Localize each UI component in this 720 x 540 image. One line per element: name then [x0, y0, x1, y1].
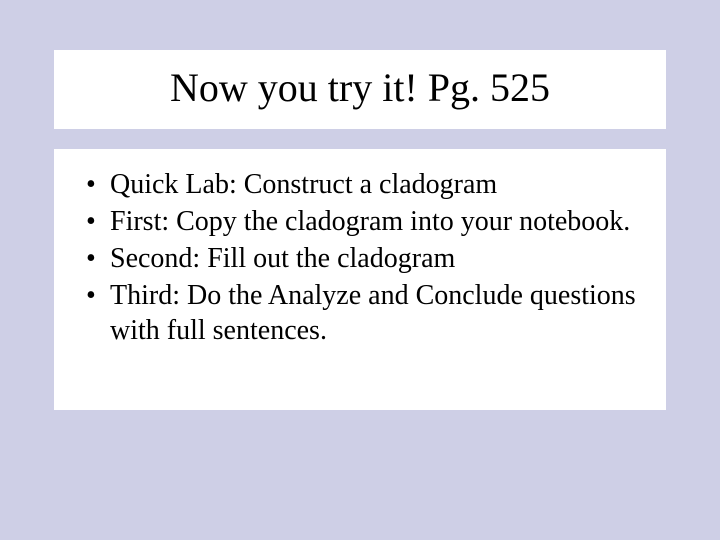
- bullet-item: Second: Fill out the cladogram: [84, 241, 636, 276]
- bullet-item: Third: Do the Analyze and Conclude quest…: [84, 278, 636, 348]
- bullet-list: Quick Lab: Construct a cladogram First: …: [84, 167, 636, 348]
- bullet-item: Quick Lab: Construct a cladogram: [84, 167, 636, 202]
- slide-title: Now you try it! Pg. 525: [64, 64, 656, 111]
- slide-area: Now you try it! Pg. 525 Quick Lab: Const…: [54, 50, 666, 410]
- bullet-item: First: Copy the cladogram into your note…: [84, 204, 636, 239]
- content-box: Quick Lab: Construct a cladogram First: …: [54, 149, 666, 410]
- title-box: Now you try it! Pg. 525: [54, 50, 666, 129]
